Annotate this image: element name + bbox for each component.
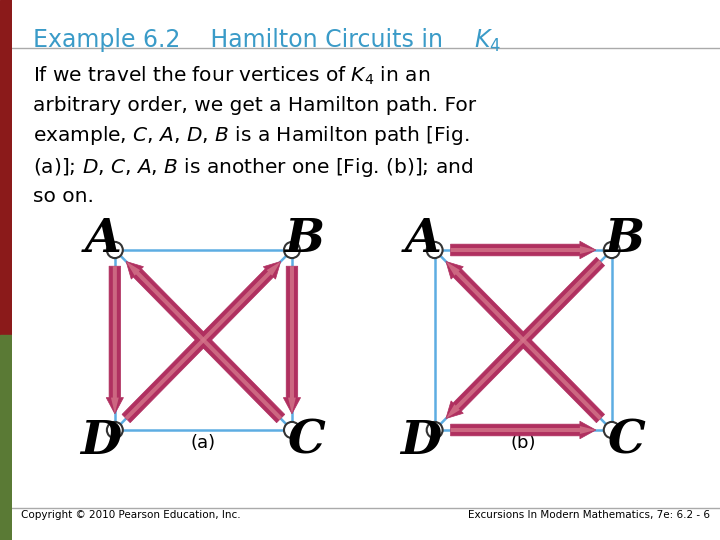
Circle shape [284,422,300,438]
FancyArrow shape [288,266,296,414]
Text: (a): (a) [191,434,216,452]
Text: Copyright © 2010 Pearson Education, Inc.: Copyright © 2010 Pearson Education, Inc. [22,510,241,520]
Text: C: C [607,417,645,463]
FancyArrow shape [446,261,605,423]
FancyArrow shape [122,261,281,423]
FancyArrow shape [284,266,300,414]
FancyArrow shape [451,246,596,254]
FancyArrow shape [126,261,284,423]
Text: A: A [84,217,122,262]
Text: Excursions In Modern Mathematics, 7e: 6.2 - 6: Excursions In Modern Mathematics, 7e: 6.… [468,510,710,520]
Bar [0,0,12,335]
Text: Example 6.2    Hamilton Circuits in: Example 6.2 Hamilton Circuits in [33,28,451,52]
FancyArrow shape [111,266,119,414]
Text: If we travel the four vertices of $K_4$ in an
arbitrary order, we get a Hamilton: If we travel the four vertices of $K_4$ … [33,65,477,206]
Circle shape [427,242,443,258]
FancyArrow shape [446,261,602,420]
Circle shape [604,242,620,258]
Text: D: D [80,417,121,463]
Text: D: D [400,417,441,463]
Circle shape [107,422,123,438]
Text: (b): (b) [510,434,536,452]
Circle shape [107,242,123,258]
Text: C: C [287,417,325,463]
FancyArrow shape [125,261,281,420]
Circle shape [427,422,443,438]
Circle shape [284,242,300,258]
Text: $K_4$: $K_4$ [474,28,501,54]
Circle shape [604,422,620,438]
FancyArrow shape [451,426,596,434]
Text: B: B [284,217,324,262]
Text: A: A [404,217,441,262]
FancyArrow shape [451,421,596,439]
Bar [0,335,12,540]
Text: B: B [603,217,644,262]
FancyArrow shape [126,261,282,420]
FancyArrow shape [446,258,605,418]
FancyArrow shape [446,260,602,418]
FancyArrow shape [451,241,596,259]
FancyArrow shape [107,266,123,414]
